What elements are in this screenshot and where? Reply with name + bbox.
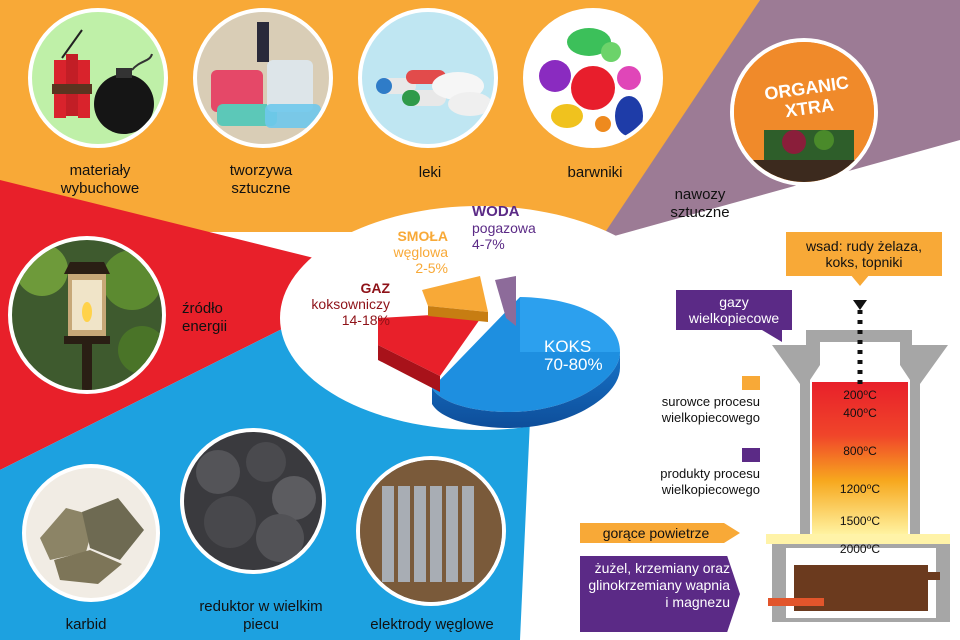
legend-raw-label: surowce procesu wielkopiecowego	[661, 394, 760, 425]
gas-lamp-icon	[16, 244, 162, 390]
pie-label-koks-range: 70-80%	[544, 355, 603, 374]
plastic-containers-icon	[211, 22, 321, 128]
plastics-image	[193, 8, 333, 148]
hot-air-arrow: gorące powietrze	[580, 523, 740, 543]
label-plastics: tworzywa sztuczne	[229, 162, 293, 197]
fertilizer-bag-icon	[734, 42, 874, 182]
pie-label-woda-range: 4-7%	[472, 236, 505, 252]
legend-products-swatch	[742, 448, 760, 462]
pie-slice-smola-side	[428, 306, 488, 322]
gases-box: gazy wielkopiecowe	[676, 290, 792, 330]
label-electrodes: elektrody węglowe	[370, 616, 494, 633]
dynamite-bomb-icon	[52, 29, 154, 134]
pie-slice-koks-side	[432, 352, 620, 428]
pie-label-smola-range: 2-5%	[415, 260, 448, 276]
label-energy: źródło energii	[182, 300, 228, 335]
pie-label-koks-name: KOKS	[544, 337, 592, 356]
pie-slice-gaz-side	[378, 345, 440, 392]
label-medicines: leki	[418, 164, 442, 181]
explosives-image	[28, 8, 168, 148]
pie-label-woda: WODA pogazowa 4-7%	[472, 203, 536, 253]
pie-slice-gaz	[378, 312, 485, 376]
temp-400: 400⁰C	[843, 406, 877, 420]
graphite-electrodes-icon	[360, 460, 502, 602]
legend-raw-swatch	[742, 376, 760, 390]
pie-label-gaz: GAZ koksowniczy 14-18%	[286, 280, 390, 328]
pie-label-smola-sub: węglowa	[393, 244, 448, 260]
label-fertilizers: nawozy sztuczne	[670, 186, 730, 221]
pie-slice-smola	[422, 276, 488, 312]
pie-label-woda-sub: pogazowa	[472, 220, 536, 236]
temp-1200: 1200⁰C	[839, 482, 881, 496]
temp-800: 800⁰C	[843, 444, 877, 458]
pie-label-koks: KOKS 70-80%	[544, 338, 603, 374]
reducer-image	[180, 428, 326, 574]
slag-box: żużel, krzemiany oraz glinokrzemiany wap…	[580, 556, 740, 632]
label-reducer: reduktor w wielkim piecu	[199, 598, 323, 633]
temp-1500: 1500⁰C	[839, 514, 881, 528]
pie-chart	[378, 276, 620, 428]
dyes-image	[523, 8, 663, 148]
pie-label-gaz-range: 14-18%	[341, 312, 390, 328]
gases-box-pointer	[762, 330, 782, 342]
charge-box-pointer	[850, 274, 870, 286]
energy-image	[8, 236, 166, 394]
pie-label-smola-name: SMOŁA	[397, 228, 448, 244]
carbide-image	[22, 464, 160, 602]
carbide-rocks-icon	[40, 498, 144, 584]
electrodes-image	[356, 456, 506, 606]
pie-slice-woda	[495, 276, 516, 326]
pie-label-smola: SMOŁA węglowa 2-5%	[384, 228, 448, 276]
pie-slice-koks-top	[520, 297, 620, 352]
label-carbide: karbid	[65, 616, 107, 633]
blast-furnace	[766, 300, 950, 622]
paint-drops-icon	[539, 28, 643, 136]
temp-2000: 2000⁰C	[839, 542, 881, 556]
temp-200: 200⁰C	[843, 388, 877, 402]
pie-slice-koks	[432, 297, 620, 412]
pie-label-gaz-sub: koksowniczy	[311, 296, 390, 312]
pie-label-woda-name: WODA	[472, 203, 520, 220]
legend-products-label: produkty procesu wielkopiecowego	[660, 466, 760, 497]
charge-box: wsad: rudy żelaza, koks, topniki	[786, 232, 942, 276]
label-dyes: barwniki	[567, 164, 623, 181]
fertilizers-image: ORGANIC XTRA	[730, 38, 878, 186]
coke-lumps-icon	[196, 442, 316, 562]
label-explosives: materiały wybuchowe	[60, 162, 140, 197]
pills-icon	[376, 70, 492, 116]
pie-label-gaz-name: GAZ	[360, 280, 390, 296]
medicines-image	[358, 8, 498, 148]
